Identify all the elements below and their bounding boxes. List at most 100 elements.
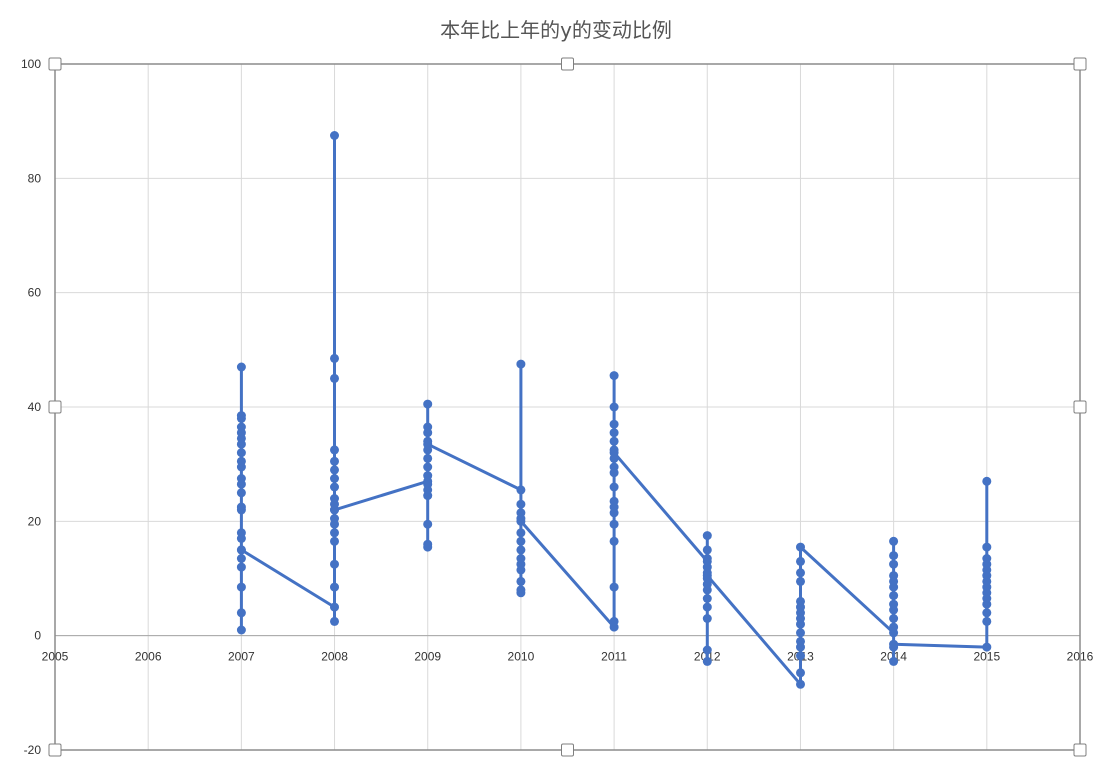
data-point bbox=[889, 536, 899, 546]
resize-handle[interactable] bbox=[561, 57, 574, 71]
data-point bbox=[236, 505, 246, 515]
x-tick-label: 2005 bbox=[42, 650, 69, 664]
data-point bbox=[330, 456, 339, 466]
resize-handle[interactable] bbox=[48, 400, 62, 414]
data-point bbox=[796, 596, 805, 606]
x-tick-label: 2008 bbox=[321, 650, 348, 664]
data-point bbox=[423, 462, 433, 472]
data-point bbox=[330, 514, 339, 523]
data-point bbox=[796, 576, 805, 586]
data-point bbox=[702, 602, 712, 612]
chart-title: 本年比上年的y的变动比例 bbox=[440, 18, 672, 42]
x-tick-label: 2016 bbox=[1067, 650, 1094, 664]
x-tick-label: 2010 bbox=[508, 650, 535, 664]
data-point bbox=[330, 582, 339, 592]
data-point bbox=[330, 445, 339, 455]
data-point bbox=[609, 462, 619, 472]
series-layer bbox=[236, 131, 992, 689]
data-point bbox=[609, 496, 619, 506]
data-point bbox=[516, 499, 526, 509]
data-point bbox=[982, 608, 992, 618]
data-point bbox=[330, 373, 339, 383]
y-tick-label: 80 bbox=[28, 171, 42, 185]
data-point bbox=[236, 439, 246, 449]
data-point bbox=[889, 591, 899, 601]
data-point bbox=[889, 582, 899, 592]
data-point bbox=[236, 625, 246, 635]
data-point bbox=[889, 559, 899, 569]
data-point bbox=[236, 448, 246, 458]
data-point bbox=[889, 639, 899, 649]
resize-handle[interactable] bbox=[1073, 57, 1087, 71]
data-point bbox=[330, 528, 339, 538]
data-point bbox=[516, 516, 526, 526]
data-point bbox=[889, 622, 899, 632]
data-point bbox=[516, 576, 526, 586]
resize-handle[interactable] bbox=[1073, 400, 1087, 414]
data-point bbox=[330, 482, 339, 492]
x-tick-label: 2009 bbox=[414, 650, 441, 664]
data-point bbox=[516, 588, 526, 598]
data-point bbox=[516, 359, 526, 369]
data-point bbox=[609, 428, 619, 438]
data-point bbox=[796, 651, 805, 661]
data-point bbox=[702, 656, 712, 666]
data-point bbox=[609, 436, 619, 446]
data-point bbox=[330, 559, 339, 569]
grid-layer bbox=[54, 63, 1081, 751]
data-point bbox=[330, 536, 339, 546]
data-point bbox=[330, 474, 339, 483]
data-point bbox=[609, 402, 619, 412]
data-point bbox=[796, 568, 805, 578]
data-point bbox=[702, 545, 712, 555]
selection-handles[interactable] bbox=[48, 57, 1087, 757]
data-point bbox=[423, 439, 433, 449]
y-tick-label: 20 bbox=[28, 514, 42, 528]
data-point bbox=[423, 453, 433, 463]
data-point bbox=[236, 479, 246, 489]
data-point bbox=[702, 571, 712, 581]
data-point bbox=[330, 465, 339, 475]
data-point bbox=[516, 485, 526, 495]
data-point bbox=[330, 131, 339, 140]
data-point bbox=[236, 488, 246, 498]
data-point bbox=[423, 399, 433, 409]
data-point bbox=[330, 616, 339, 626]
data-point bbox=[516, 565, 526, 575]
resize-handle[interactable] bbox=[1073, 743, 1087, 757]
data-point bbox=[516, 528, 526, 538]
data-point bbox=[889, 656, 899, 666]
x-tick-label: 2006 bbox=[135, 650, 162, 664]
x-tick-label: 2011 bbox=[601, 650, 627, 664]
data-point bbox=[516, 536, 526, 546]
data-point bbox=[702, 614, 712, 623]
resize-handle[interactable] bbox=[561, 743, 574, 757]
data-point bbox=[423, 471, 433, 481]
y-tick-label: 100 bbox=[21, 57, 41, 71]
data-point bbox=[982, 642, 992, 652]
data-point bbox=[982, 542, 992, 552]
data-point bbox=[609, 536, 619, 546]
data-point bbox=[236, 545, 246, 555]
data-point bbox=[236, 582, 246, 592]
x-tick-label: 2015 bbox=[973, 650, 1000, 664]
data-point bbox=[702, 585, 712, 595]
data-point bbox=[423, 539, 433, 549]
data-point bbox=[609, 419, 619, 429]
data-point bbox=[796, 556, 805, 566]
resize-handle[interactable] bbox=[48, 57, 62, 71]
data-point bbox=[423, 519, 433, 529]
y-tick-label: 0 bbox=[34, 629, 41, 643]
data-point bbox=[796, 636, 805, 646]
data-point bbox=[236, 554, 246, 563]
data-point bbox=[609, 519, 619, 529]
data-point bbox=[330, 353, 339, 363]
data-point bbox=[236, 608, 246, 618]
data-point bbox=[609, 448, 619, 458]
data-point bbox=[702, 594, 712, 603]
data-point bbox=[609, 482, 619, 492]
data-point bbox=[236, 534, 246, 543]
data-point bbox=[609, 371, 619, 381]
resize-handle[interactable] bbox=[48, 743, 62, 757]
